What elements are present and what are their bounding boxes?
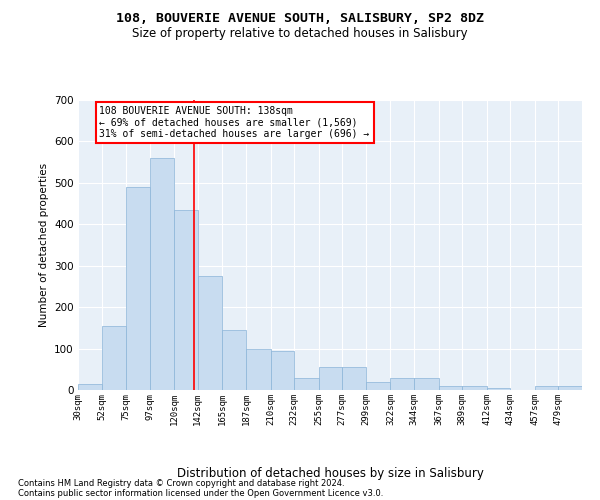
Bar [343,367,366,390]
Bar [175,210,198,390]
Y-axis label: Number of detached properties: Number of detached properties [38,163,49,327]
Text: 108 BOUVERIE AVENUE SOUTH: 138sqm
← 69% of detached houses are smaller (1,569)
3: 108 BOUVERIE AVENUE SOUTH: 138sqm ← 69% … [100,106,370,140]
Bar [246,348,271,390]
Bar [366,382,391,390]
Bar [439,386,462,390]
Bar [78,384,101,390]
Bar [271,350,294,390]
Bar [391,378,414,390]
Bar [535,386,559,390]
Bar [462,386,487,390]
Bar [223,330,246,390]
Text: Contains HM Land Registry data © Crown copyright and database right 2024.: Contains HM Land Registry data © Crown c… [18,478,344,488]
Text: Contains public sector information licensed under the Open Government Licence v3: Contains public sector information licen… [18,488,383,498]
Bar [414,378,439,390]
Bar [126,187,149,390]
Bar [319,367,343,390]
Bar [487,388,511,390]
Bar [149,158,175,390]
Bar [101,326,126,390]
X-axis label: Distribution of detached houses by size in Salisbury: Distribution of detached houses by size … [176,466,484,479]
Text: 108, BOUVERIE AVENUE SOUTH, SALISBURY, SP2 8DZ: 108, BOUVERIE AVENUE SOUTH, SALISBURY, S… [116,12,484,26]
Bar [294,378,319,390]
Text: Size of property relative to detached houses in Salisbury: Size of property relative to detached ho… [132,28,468,40]
Bar [198,276,223,390]
Bar [559,386,582,390]
